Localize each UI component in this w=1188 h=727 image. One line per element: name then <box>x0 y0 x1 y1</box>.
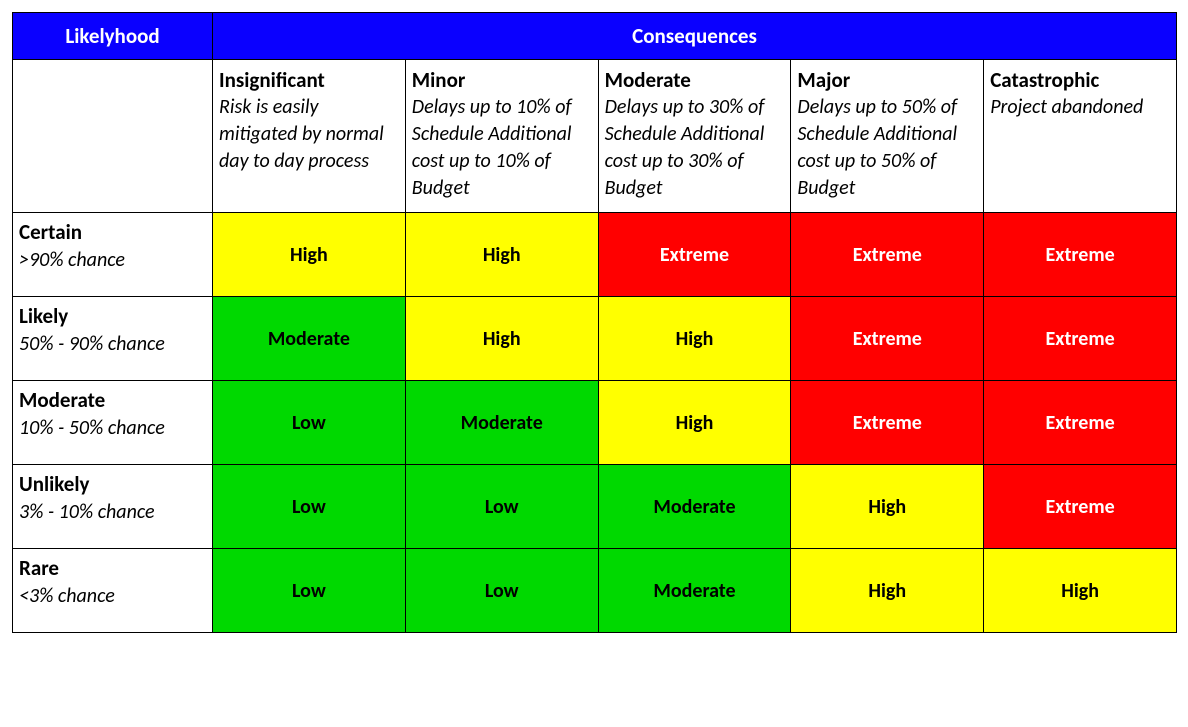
matrix-row: Unlikely3% - 10% chanceLowLowModerateHig… <box>13 465 1177 549</box>
consequence-desc: Delays up to 50% of Schedule Additional … <box>797 94 977 202</box>
consequence-moderate: Moderate Delays up to 30% of Schedule Ad… <box>598 60 791 213</box>
likelihood-desc: <3% chance <box>19 583 206 609</box>
likelihood-header: Likelyhood <box>13 13 213 60</box>
likelihood-cell: Certain>90% chance <box>13 213 213 297</box>
consequence-major: Major Delays up to 50% of Schedule Addit… <box>791 60 984 213</box>
likelihood-title: Rare <box>19 555 206 582</box>
consequence-title: Minor <box>412 66 592 94</box>
risk-cell: Low <box>213 549 406 633</box>
risk-cell: Extreme <box>791 381 984 465</box>
risk-cell: Low <box>213 465 406 549</box>
empty-corner-cell <box>13 60 213 213</box>
consequence-desc: Delays up to 30% of Schedule Additional … <box>605 94 785 202</box>
header-row: Likelyhood Consequences <box>13 13 1177 60</box>
consequence-title: Major <box>797 66 977 94</box>
risk-cell: Moderate <box>598 465 791 549</box>
likelihood-cell: Moderate10% - 50% chance <box>13 381 213 465</box>
risk-cell: Moderate <box>405 381 598 465</box>
risk-cell: High <box>405 297 598 381</box>
risk-cell: Extreme <box>791 213 984 297</box>
likelihood-desc: 3% - 10% chance <box>19 499 206 525</box>
risk-cell: Extreme <box>984 213 1177 297</box>
risk-cell: High <box>598 297 791 381</box>
consequences-header: Consequences <box>213 13 1177 60</box>
likelihood-cell: Rare<3% chance <box>13 549 213 633</box>
risk-cell: High <box>984 549 1177 633</box>
risk-cell: Low <box>405 549 598 633</box>
likelihood-desc: 10% - 50% chance <box>19 415 206 441</box>
consequence-desc: Risk is easily mitigated by normal day t… <box>219 94 399 175</box>
consequence-catastrophic: Catastrophic Project abandoned <box>984 60 1177 213</box>
risk-cell: High <box>405 213 598 297</box>
likelihood-title: Certain <box>19 219 206 246</box>
consequence-title: Moderate <box>605 66 785 94</box>
matrix-row: Moderate10% - 50% chanceLowModerateHighE… <box>13 381 1177 465</box>
risk-cell: Extreme <box>984 381 1177 465</box>
risk-cell: High <box>791 549 984 633</box>
consequence-descriptions-row: Insignificant Risk is easily mitigated b… <box>13 60 1177 213</box>
consequence-desc: Delays up to 10% of Schedule Additional … <box>412 94 592 202</box>
likelihood-desc: 50% - 90% chance <box>19 331 206 357</box>
risk-cell: Extreme <box>984 465 1177 549</box>
likelihood-title: Moderate <box>19 387 206 414</box>
risk-cell: Moderate <box>598 549 791 633</box>
likelihood-cell: Likely50% - 90% chance <box>13 297 213 381</box>
consequence-insignificant: Insignificant Risk is easily mitigated b… <box>213 60 406 213</box>
consequence-title: Catastrophic <box>990 66 1170 94</box>
likelihood-title: Likely <box>19 303 206 330</box>
risk-cell: Low <box>213 381 406 465</box>
matrix-row: Likely50% - 90% chanceModerateHighHighEx… <box>13 297 1177 381</box>
risk-cell: Moderate <box>213 297 406 381</box>
risk-cell: Extreme <box>791 297 984 381</box>
risk-cell: High <box>213 213 406 297</box>
consequence-desc: Project abandoned <box>990 94 1170 121</box>
risk-cell: High <box>598 381 791 465</box>
matrix-row: Certain>90% chanceHighHighExtremeExtreme… <box>13 213 1177 297</box>
risk-cell: Extreme <box>598 213 791 297</box>
risk-cell: Low <box>405 465 598 549</box>
likelihood-cell: Unlikely3% - 10% chance <box>13 465 213 549</box>
matrix-body: Certain>90% chanceHighHighExtremeExtreme… <box>13 213 1177 633</box>
consequence-title: Insignificant <box>219 66 399 94</box>
likelihood-title: Unlikely <box>19 471 206 498</box>
risk-matrix-table: Likelyhood Consequences Insignificant Ri… <box>12 12 1177 633</box>
matrix-row: Rare<3% chanceLowLowModerateHighHigh <box>13 549 1177 633</box>
likelihood-desc: >90% chance <box>19 247 206 273</box>
risk-cell: Extreme <box>984 297 1177 381</box>
consequence-minor: Minor Delays up to 10% of Schedule Addit… <box>405 60 598 213</box>
risk-cell: High <box>791 465 984 549</box>
